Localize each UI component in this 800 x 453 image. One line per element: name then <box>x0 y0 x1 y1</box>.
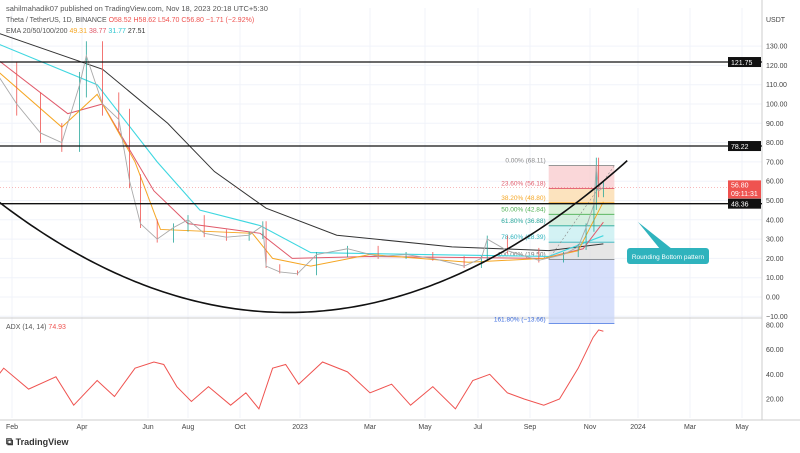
x-tick-label: Aug <box>182 424 195 431</box>
x-tick-label: Mar <box>684 424 697 431</box>
y-tick-label: 90.00 <box>766 121 784 128</box>
symbol-name: Theta / TetherUS, 1D, BINANCE <box>6 17 107 24</box>
y-tick-label: 0.00 <box>766 295 780 302</box>
ema-label: EMA 20/50/100/200 <box>6 28 68 35</box>
current-price-tag <box>728 180 761 199</box>
x-tick-label: Jul <box>474 424 483 431</box>
ema20-line <box>0 72 604 267</box>
ema200-line <box>0 33 604 252</box>
level-price-label: 48.36 <box>731 202 749 209</box>
ema100-line <box>0 44 604 258</box>
fib-trend-line <box>548 165 615 260</box>
adx-y-tick-label: 80.00 <box>766 323 784 330</box>
fib-zone <box>548 165 615 189</box>
x-tick-label: Jun <box>142 424 153 431</box>
fib-zone <box>548 214 615 226</box>
x-tick-label: May <box>735 424 749 431</box>
ema50-value: 38.77 <box>88 28 107 35</box>
level-price-tag <box>728 141 761 152</box>
level-price-tag <box>728 198 761 209</box>
countdown-label: 09:11:31 <box>731 191 758 198</box>
y-tick-label: 30.00 <box>766 237 784 244</box>
y-tick-label: 40.00 <box>766 217 784 224</box>
ema50-line <box>0 60 604 259</box>
ema20-value: 49.31 <box>69 28 87 35</box>
adx-value: 74.93 <box>48 324 66 331</box>
y-tick-label: 10.00 <box>766 275 784 282</box>
published-caption: sahilmahadik07 published on TradingView.… <box>6 4 268 13</box>
x-tick-label: Sep <box>524 424 537 431</box>
x-tick-label: Feb <box>6 424 18 431</box>
adx-y-tick-label: 40.00 <box>766 372 784 379</box>
fib-level-label: 50.00% (42.84) <box>501 206 545 213</box>
rounding-bottom-curve <box>0 160 628 314</box>
adx-line <box>0 329 604 410</box>
adx-y-tick-label: 60.00 <box>766 347 784 354</box>
x-tick-label: Oct <box>235 424 246 431</box>
annotation-callout <box>627 248 709 264</box>
fib-level-label: 161.80% (−13.66) <box>494 316 546 323</box>
fib-level-label: 0.00% (68.11) <box>505 158 545 165</box>
fib-level-label: 61.80% (36.88) <box>501 218 545 225</box>
fib-zone <box>548 259 615 324</box>
ema200-value: 27.51 <box>127 28 146 35</box>
level-price-tag <box>728 57 761 68</box>
y-tick-label: 130.00 <box>766 44 788 51</box>
x-tick-label: 2024 <box>630 424 646 431</box>
adx-legend: ADX (14, 14) 74.93 <box>6 324 66 331</box>
y-tick-label: −10.00 <box>766 314 788 321</box>
x-tick-label: Mar <box>364 424 377 431</box>
x-tick-label: May <box>418 424 432 431</box>
price-line <box>0 54 604 275</box>
level-price-label: 121.75 <box>731 60 753 67</box>
y-tick-label: 20.00 <box>766 256 784 263</box>
fib-level-label: 78.60% (28.39) <box>501 234 545 241</box>
y-tick-label: 80.00 <box>766 140 784 147</box>
fib-level-label: 38.20% (48.80) <box>501 195 545 202</box>
currency-label: USDT <box>766 17 786 24</box>
x-tick-label: Apr <box>77 424 89 431</box>
annotation-label: Rounding Bottom pattern <box>632 254 705 261</box>
x-tick-label: Nov <box>584 424 597 431</box>
tradingview-logo: ⧉ TradingView <box>6 437 69 448</box>
x-tick-label: 2023 <box>292 424 308 431</box>
fib-level-label: 23.60% (56.18) <box>501 181 545 188</box>
current-price-label: 56.80 <box>731 182 749 189</box>
fib-zone <box>548 202 615 215</box>
y-tick-label: 70.00 <box>766 159 784 166</box>
y-tick-label: 60.00 <box>766 179 784 186</box>
y-tick-label: 50.00 <box>766 198 784 205</box>
ema100-value: 31.77 <box>108 28 126 35</box>
y-tick-label: 110.00 <box>766 82 787 89</box>
y-tick-label: 100.00 <box>766 102 788 109</box>
ohlc-values: O58.52 H58.62 L54.70 C56.80 −1.71 (−2.92… <box>108 17 255 24</box>
adx-y-tick-label: 20.00 <box>766 397 784 404</box>
legend-symbol: Theta / TetherUS, 1D, BINANCE O58.52 H58… <box>6 17 254 24</box>
legend-ema: EMA 20/50/100/200 49.31 38.77 31.77 27.5… <box>6 28 145 35</box>
fib-zone <box>548 242 615 260</box>
annotation-pointer <box>638 222 672 249</box>
level-price-label: 78.22 <box>731 144 749 151</box>
adx-label: ADX (14, 14) <box>6 324 47 331</box>
tradingview-icon: ⧉ <box>6 437 14 448</box>
y-tick-label: 120.00 <box>766 63 788 70</box>
fib-zone <box>548 188 615 203</box>
